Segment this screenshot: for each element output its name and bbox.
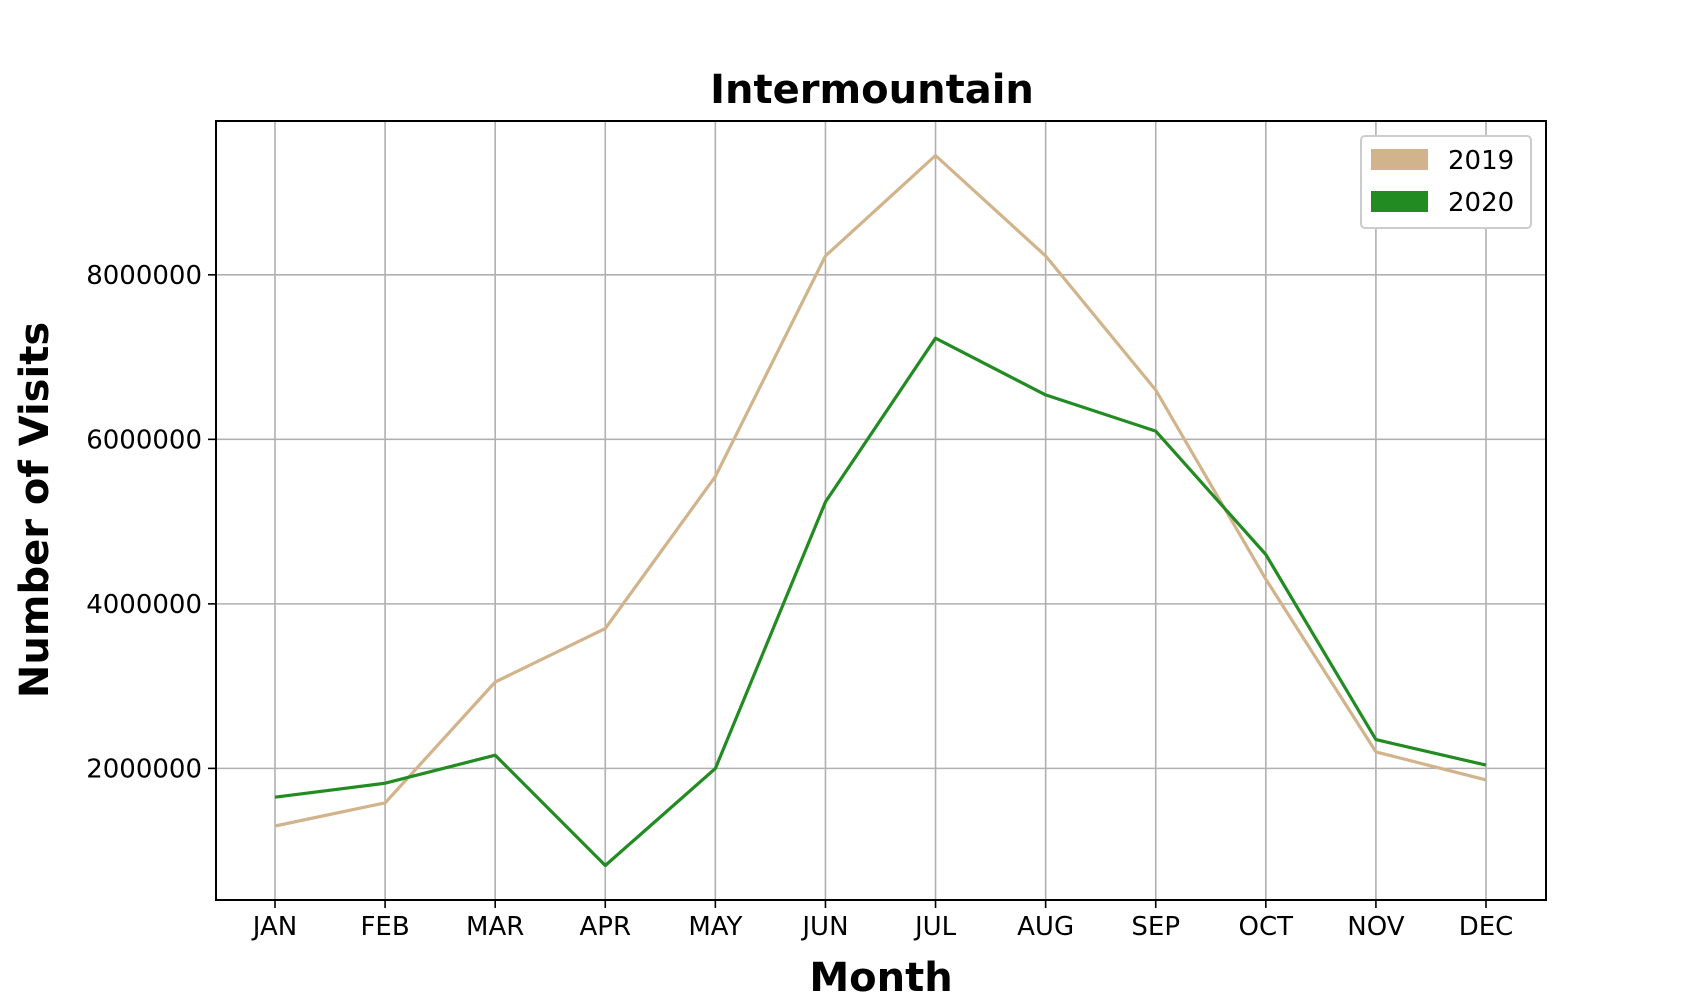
plot-area-frame — [215, 120, 1547, 901]
x-tick-label-dec: DEC — [1459, 912, 1514, 942]
x-tick-label-sep: SEP — [1131, 912, 1180, 942]
x-tick-label-may: MAY — [688, 912, 742, 942]
chart-title: Intermountain — [710, 67, 1034, 113]
series-line-2019 — [274, 153, 1487, 828]
y-axis-label: Number of Visits — [12, 322, 58, 698]
x-tick-label-jan: JAN — [251, 912, 297, 942]
y-tick-label-4000000: 4000000 — [86, 590, 202, 620]
x-axis-ticks: JAN FEB MAR APR MAY JUN JUL AUG SEP OCT NOV DEC — [251, 900, 1514, 942]
x-tick-label-jul: JUL — [913, 912, 957, 942]
x-axis-label: Month — [809, 955, 952, 1000]
x-tick-label-feb: FEB — [360, 912, 409, 942]
legend-swatch-2020 — [1371, 191, 1428, 212]
series-lines — [274, 153, 1487, 868]
series-line-2020 — [274, 336, 1487, 868]
x-tick-label-nov: NOV — [1347, 912, 1404, 942]
x-tick-label-oct: OCT — [1239, 912, 1294, 942]
legend-label-2020: 2020 — [1448, 188, 1514, 218]
y-tick-label-2000000: 2000000 — [86, 754, 202, 784]
x-tick-label-jun: JUN — [800, 912, 848, 942]
x-tick-label-aug: AUG — [1017, 912, 1074, 942]
y-axis-ticks: 2000000 4000000 6000000 8000000 — [86, 261, 216, 784]
legend: 2019 2020 — [1360, 135, 1532, 229]
legend-label-2019: 2019 — [1448, 146, 1514, 176]
grid-lines — [216, 121, 1546, 900]
x-tick-label-mar: MAR — [466, 912, 524, 942]
legend-swatch-2019 — [1371, 149, 1428, 170]
x-tick-label-apr: APR — [580, 912, 632, 942]
y-tick-label-8000000: 8000000 — [86, 261, 202, 291]
y-tick-label-6000000: 6000000 — [86, 425, 202, 455]
